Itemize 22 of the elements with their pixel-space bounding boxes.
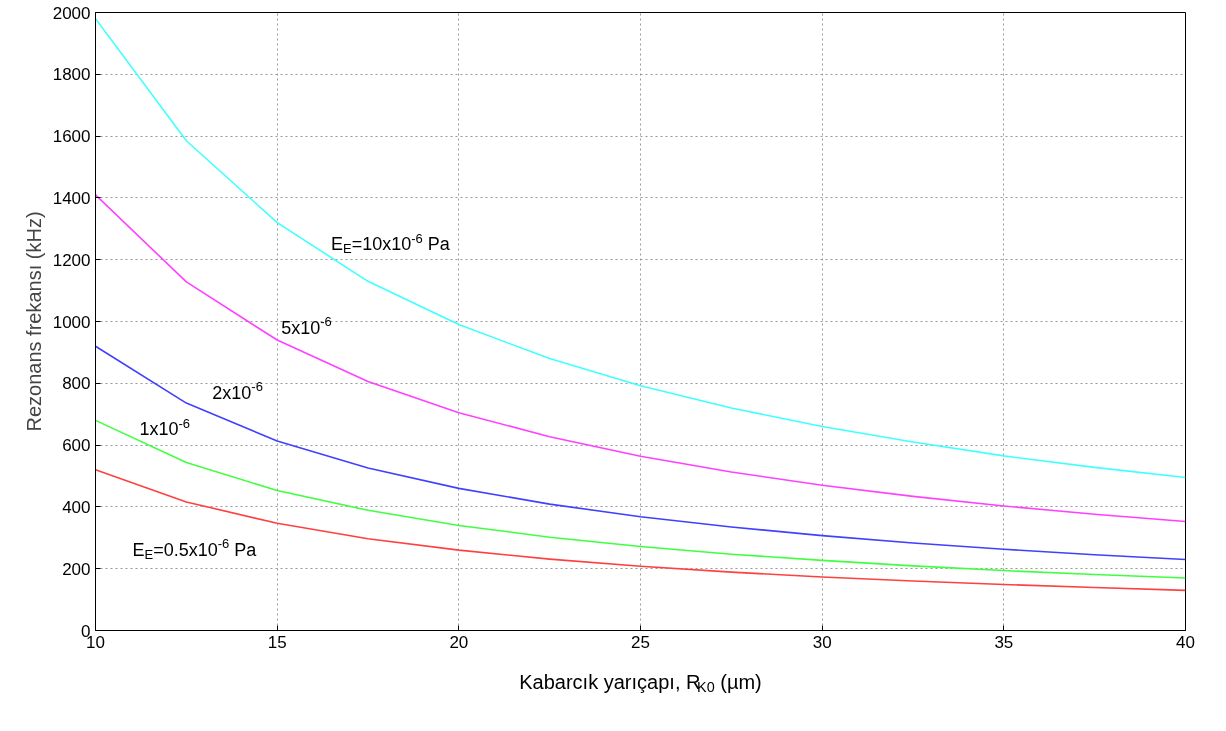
y-tick-label: 1800 <box>52 65 91 85</box>
line-series <box>95 469 1186 592</box>
x-tick-label: 15 <box>267 632 287 652</box>
y-tick-label: 600 <box>62 436 91 456</box>
line-series <box>95 345 1186 561</box>
x-tick-label: 40 <box>1176 632 1195 652</box>
y-tick-label: 400 <box>62 497 91 517</box>
y-tick-label: 1600 <box>52 127 91 147</box>
y-tick-label: 800 <box>62 374 91 394</box>
x-tick-label: 20 <box>449 632 469 652</box>
y-tick-label: 200 <box>62 559 91 579</box>
line-series <box>95 17 1186 479</box>
x-tick-label: 30 <box>812 632 832 652</box>
y-tick-label: 1400 <box>52 188 91 208</box>
x-tick-label: 25 <box>631 632 650 652</box>
y-axis-title: Rezonans frekansı (kHz) <box>22 211 45 432</box>
x-tick-label: 35 <box>994 632 1014 652</box>
y-tick-label: 1200 <box>52 250 91 270</box>
line-series <box>95 194 1186 523</box>
y-tick-label: 1000 <box>52 312 91 332</box>
line-series <box>95 419 1186 579</box>
y-tick-label: 2000 <box>52 3 91 23</box>
